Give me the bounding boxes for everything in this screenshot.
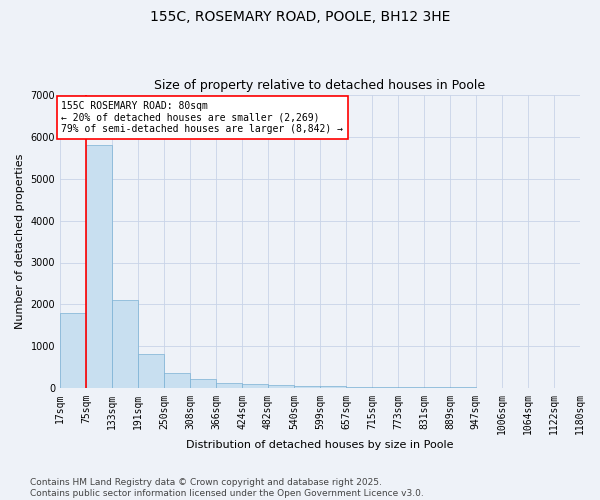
Text: 155C, ROSEMARY ROAD, POOLE, BH12 3HE: 155C, ROSEMARY ROAD, POOLE, BH12 3HE bbox=[150, 10, 450, 24]
Bar bbox=[346, 386, 372, 388]
Bar bbox=[320, 386, 346, 388]
Title: Size of property relative to detached houses in Poole: Size of property relative to detached ho… bbox=[154, 79, 485, 92]
Text: Contains HM Land Registry data © Crown copyright and database right 2025.
Contai: Contains HM Land Registry data © Crown c… bbox=[30, 478, 424, 498]
Bar bbox=[164, 373, 190, 388]
Bar bbox=[424, 387, 450, 388]
Bar bbox=[86, 145, 112, 388]
Bar bbox=[60, 313, 86, 388]
Text: 155C ROSEMARY ROAD: 80sqm
← 20% of detached houses are smaller (2,269)
79% of se: 155C ROSEMARY ROAD: 80sqm ← 20% of detac… bbox=[61, 101, 343, 134]
Y-axis label: Number of detached properties: Number of detached properties bbox=[15, 154, 25, 329]
Bar bbox=[112, 300, 138, 388]
X-axis label: Distribution of detached houses by size in Poole: Distribution of detached houses by size … bbox=[186, 440, 454, 450]
Bar bbox=[216, 384, 242, 388]
Bar bbox=[268, 385, 294, 388]
Bar bbox=[242, 384, 268, 388]
Bar bbox=[372, 387, 398, 388]
Bar bbox=[398, 387, 424, 388]
Bar bbox=[190, 379, 216, 388]
Bar bbox=[138, 354, 164, 388]
Bar bbox=[294, 386, 320, 388]
